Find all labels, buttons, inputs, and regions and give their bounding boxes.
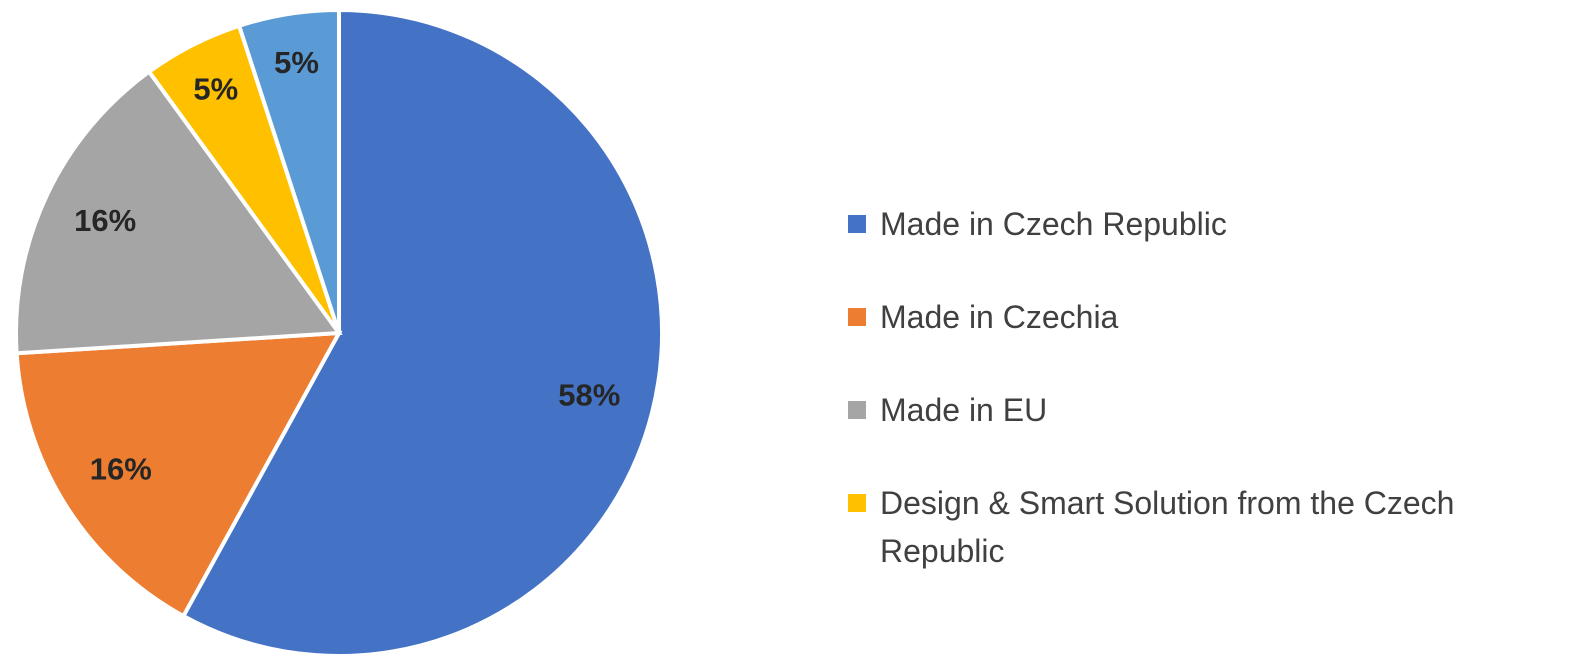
legend: Made in Czech Republic Made in Czechia Mad… bbox=[848, 200, 1568, 620]
legend-entry: Made in EU bbox=[848, 386, 1568, 434]
legend-swatch bbox=[848, 308, 866, 326]
legend-entry: Made in Czechia bbox=[848, 293, 1568, 341]
pie-slice bbox=[180, 7, 664, 658]
pie-slice bbox=[14, 330, 343, 619]
legend-swatch bbox=[848, 215, 866, 233]
data-label: 16% bbox=[74, 203, 136, 238]
pie-slice bbox=[236, 7, 341, 334]
chart: 58% 16% 16% 5% 5% bbox=[14, 7, 664, 658]
legend-label: Design & Smart Solution from the Czech R… bbox=[880, 485, 1455, 569]
legend-label: Made in EU bbox=[880, 392, 1048, 428]
data-label: 58% bbox=[558, 377, 620, 412]
legend-entry: Design & Smart Solution from the Czech R… bbox=[848, 479, 1568, 575]
data-label: 5% bbox=[274, 45, 319, 80]
legend-swatch bbox=[848, 401, 866, 419]
legend-entry: Made in Czech Republic bbox=[848, 200, 1568, 248]
legend-label: Made in Czechia bbox=[880, 299, 1119, 335]
pie-slice bbox=[14, 68, 343, 356]
legend-label: Made in Czech Republic bbox=[880, 206, 1227, 242]
data-label: 16% bbox=[90, 452, 152, 487]
legend-swatch bbox=[848, 494, 866, 512]
data-label: 5% bbox=[193, 71, 238, 106]
